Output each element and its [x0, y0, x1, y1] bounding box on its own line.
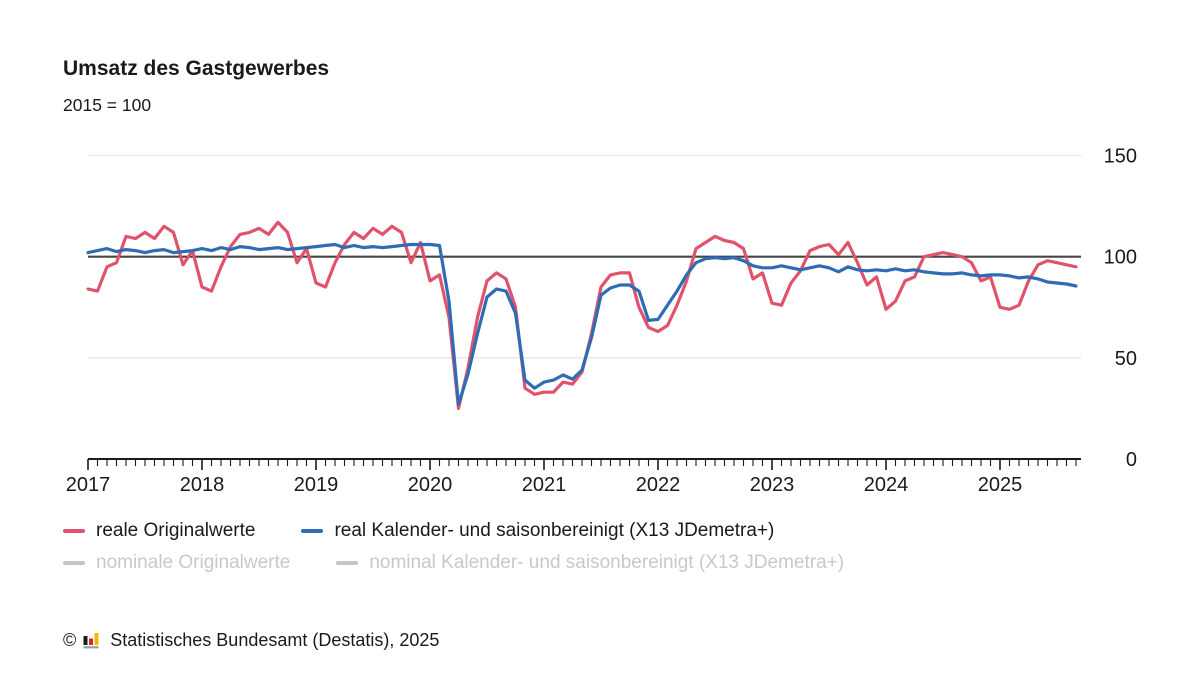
legend-row-active: reale Originalwerte real Kalender- und s…	[63, 519, 844, 543]
x-axis-year-label: 2023	[750, 474, 795, 496]
x-axis-year-label: 2024	[864, 474, 909, 496]
x-axis-year-label: 2019	[294, 474, 339, 496]
x-axis-year-label: 2025	[978, 474, 1023, 496]
series-line-reale-originalwerte	[86, 220, 1078, 410]
legend-item-nominale-originalwerte[interactable]: nominale Originalwerte	[63, 552, 290, 574]
page-title: Umsatz des Gastgewerbes	[63, 57, 330, 80]
legend-item-nominal-saisonbereinigt[interactable]: nominal Kalender- und saisonbereinigt (X…	[336, 552, 844, 574]
x-axis-year-label: 2018	[180, 474, 225, 496]
legend-label: nominal Kalender- und saisonbereinigt (X…	[369, 552, 845, 573]
copyright-symbol: ©	[63, 630, 77, 650]
y-axis-tick-label: 0	[1126, 449, 1137, 471]
legend: reale Originalwerte real Kalender- und s…	[63, 519, 844, 583]
source-line: © Statistisches Bundesamt (Destatis), 20…	[63, 630, 439, 651]
x-axis-year-label: 2021	[522, 474, 567, 496]
x-axis-year-label: 2022	[636, 474, 681, 496]
series-line-real-saisonbereinigt	[86, 242, 1078, 406]
legend-label: reale Originalwerte	[96, 520, 256, 541]
blue-line-swatch-icon	[301, 529, 324, 533]
legend-label: nominale Originalwerte	[96, 552, 291, 573]
legend-item-real-saisonbereinigt[interactable]: real Kalender- und saisonbereinigt (X13 …	[301, 520, 774, 542]
legend-label: real Kalender- und saisonbereinigt (X13 …	[334, 520, 775, 541]
source-text: Statistisches Bundesamt (Destatis), 2025	[110, 630, 440, 650]
destatis-logo-icon	[83, 632, 102, 649]
x-axis-year-label: 2017	[66, 474, 111, 496]
y-axis-tick-label: 150	[1104, 146, 1137, 168]
x-axis-year-label: 2020	[408, 474, 453, 496]
legend-item-reale-originalwerte[interactable]: reale Originalwerte	[63, 520, 255, 542]
y-axis-tick-label: 100	[1104, 247, 1137, 269]
legend-row-muted: nominale Originalwerte nominal Kalender-…	[63, 551, 844, 575]
gray-line-swatch-icon	[63, 561, 85, 565]
y-axis-tick-label: 50	[1115, 348, 1137, 370]
chart-subtitle: 2015 = 100	[63, 95, 152, 115]
red-line-swatch-icon	[63, 529, 85, 533]
gray-line-swatch-icon	[336, 561, 359, 565]
